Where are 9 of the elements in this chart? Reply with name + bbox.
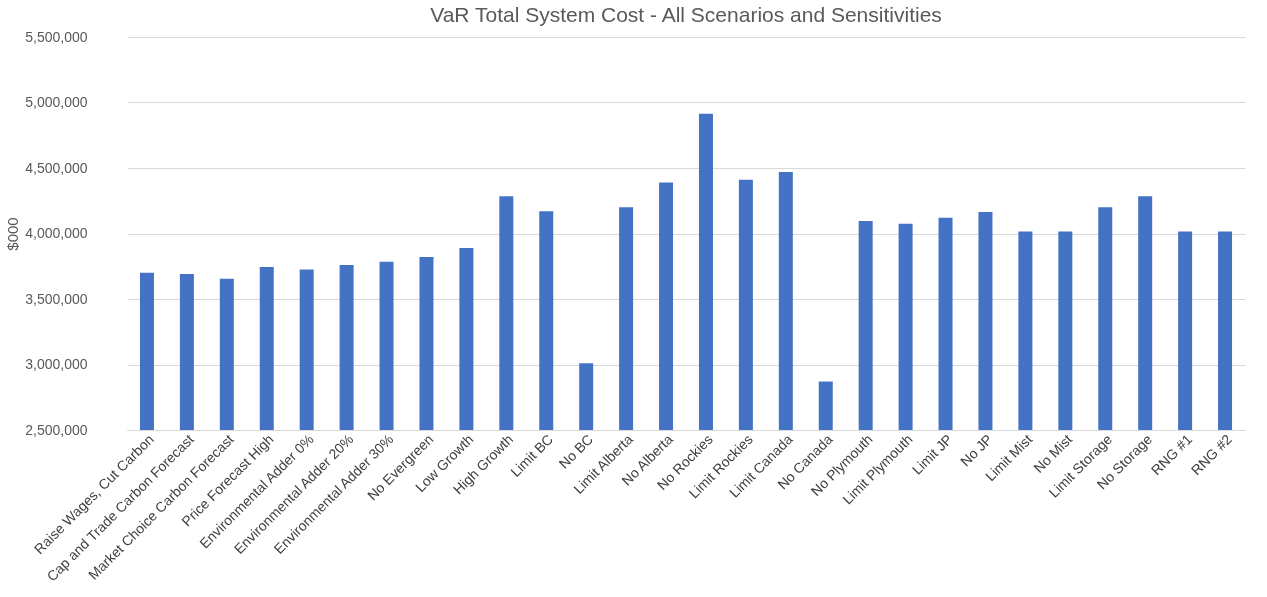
- y-tick-label: 2,500,000: [25, 421, 88, 438]
- chart-title: VaR Total System Cost - All Scenarios and Sensitivities: [430, 3, 942, 26]
- y-axis-title: $000: [4, 217, 22, 251]
- y-tick-label: 3,500,000: [25, 290, 88, 307]
- y-tick-label: 3,000,000: [25, 356, 88, 372]
- y-tick-label: 5,000,000: [25, 94, 88, 110]
- y-tick-label: 4,500,000: [25, 159, 88, 176]
- y-tick-label: 5,500,000: [25, 28, 88, 45]
- y-tick-label: 4,000,000: [25, 225, 88, 241]
